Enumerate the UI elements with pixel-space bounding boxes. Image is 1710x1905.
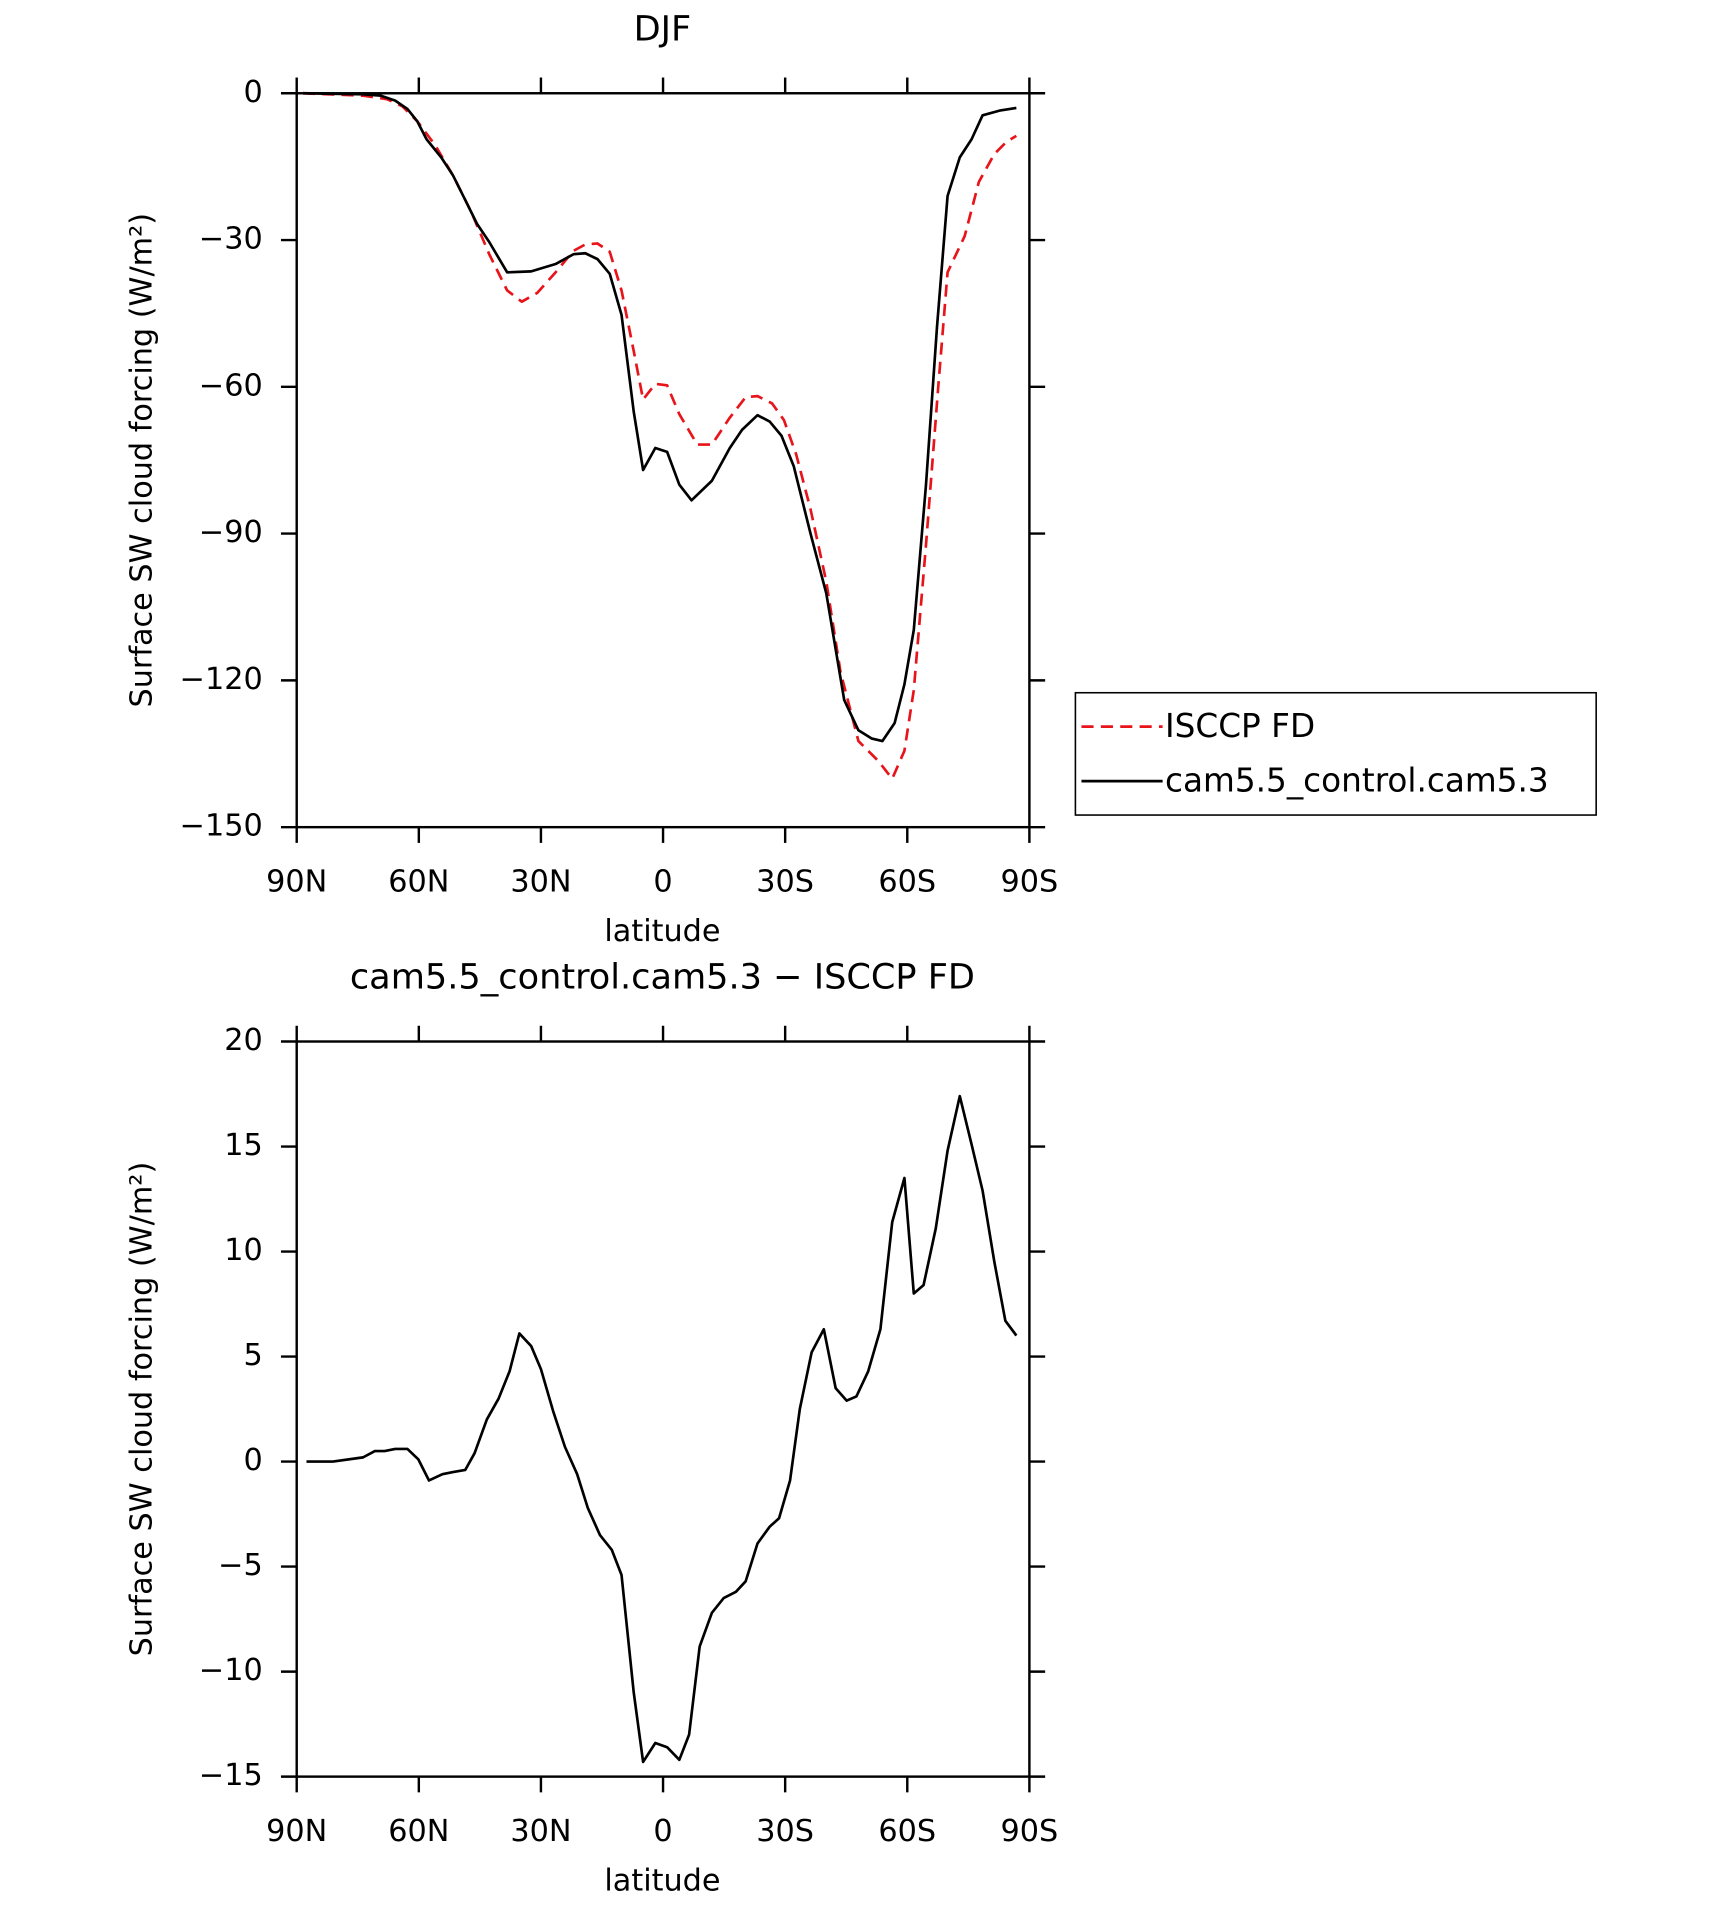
legend-label: cam5.5_control.cam5.3: [1165, 761, 1549, 799]
x-tick-label: 90N: [266, 1814, 327, 1849]
y-tick-label: 5: [244, 1338, 263, 1373]
y-tick-label: 0: [244, 75, 263, 110]
y-tick-label: 20: [224, 1023, 263, 1058]
y-tick-label: −10: [199, 1653, 263, 1688]
x-tick-label: 30S: [756, 864, 814, 899]
y-tick-label: −15: [199, 1758, 263, 1793]
y-axis-label: Surface SW cloud forcing (W/m²): [124, 213, 159, 708]
x-tick-label: 30S: [756, 1814, 814, 1849]
x-axis-label: latitude: [604, 1863, 720, 1898]
legend-label: ISCCP FD: [1165, 707, 1315, 745]
y-axis-label: Surface SW cloud forcing (W/m²): [124, 1162, 159, 1657]
y-tick-label: −5: [218, 1548, 263, 1583]
x-tick-label: 90S: [1001, 1814, 1059, 1849]
x-tick-label: 60S: [878, 864, 936, 899]
x-tick-label: 90N: [266, 864, 327, 899]
x-tick-label: 60N: [388, 864, 449, 899]
x-tick-label: 0: [653, 1814, 672, 1849]
chart-title: DJF: [634, 8, 692, 49]
x-tick-label: 30N: [510, 1814, 571, 1849]
x-tick-label: 90S: [1001, 864, 1059, 899]
x-tick-label: 0: [653, 864, 672, 899]
y-tick-label: −150: [180, 809, 263, 844]
data-line: [302, 91, 1018, 781]
data-line: [302, 91, 1017, 743]
y-tick-label: −90: [199, 515, 263, 550]
y-tick-label: −120: [180, 662, 263, 697]
x-tick-label: 60N: [388, 1814, 449, 1849]
x-tick-label: 60S: [878, 1814, 936, 1849]
chart-title: cam5.5_control.cam5.3 − ISCCP FD: [350, 957, 975, 998]
plot-frame: [295, 1040, 1031, 1778]
y-tick-label: 10: [224, 1233, 263, 1268]
legend-box: [1074, 691, 1597, 816]
y-tick-label: 15: [224, 1128, 263, 1163]
x-tick-label: 30N: [510, 864, 571, 899]
y-tick-label: −60: [199, 368, 263, 403]
plot-frame: [295, 92, 1031, 829]
x-axis-label: latitude: [604, 914, 720, 949]
y-tick-label: −30: [199, 222, 263, 257]
y-tick-label: 0: [244, 1443, 263, 1478]
data-line: [306, 1094, 1018, 1764]
